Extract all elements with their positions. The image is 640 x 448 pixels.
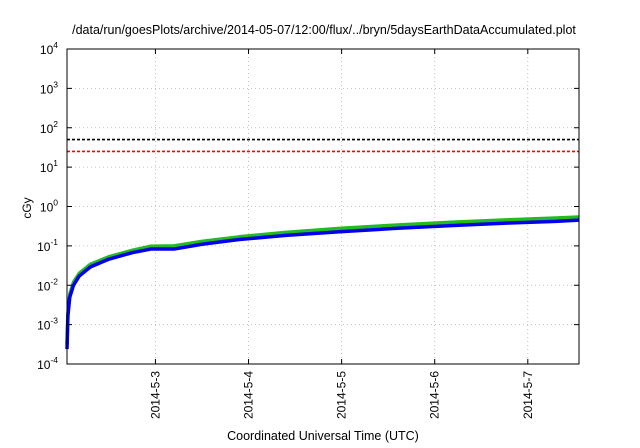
x-tick-label: 2014-5-5 (335, 371, 349, 419)
threshold-lines (67, 138, 579, 153)
y-axis-label: cGy (20, 197, 34, 218)
grid (67, 48, 579, 365)
series-line (65, 215, 580, 345)
x-axis-label: Coordinated Universal Time (UTC) (227, 429, 419, 443)
y-tick-label: 102 (40, 119, 58, 136)
y-tick-label: 10-3 (37, 316, 58, 333)
y-tick-label: 100 (40, 198, 58, 215)
y-tick-label: 104 (40, 40, 58, 57)
x-axis-ticks: 2014-5-3 2014-5-4 2014-5-5 2014-5-6 2014-5-7 (148, 49, 535, 419)
y-tick-label: 101 (40, 158, 58, 175)
y-tick-label: 10-1 (37, 237, 58, 254)
series-line (65, 218, 580, 350)
y-tick-label: 103 (40, 79, 58, 96)
x-tick-label: 2014-5-4 (242, 371, 256, 419)
x-tick-label: 2014-5-3 (148, 371, 162, 419)
x-tick-label: 2014-5-7 (521, 371, 535, 419)
chart-title: /data/run/goesPlots/archive/2014-05-07/1… (72, 23, 576, 37)
x-tick-label: 2014-5-6 (428, 371, 442, 419)
series-lines (65, 215, 580, 350)
y-tick-label: 10-2 (37, 276, 58, 293)
y-tick-label: 10-4 (37, 355, 58, 372)
y-axis-ticks: 104 103 102 101 100 10-1 10-2 10-3 10-4 (37, 40, 579, 372)
